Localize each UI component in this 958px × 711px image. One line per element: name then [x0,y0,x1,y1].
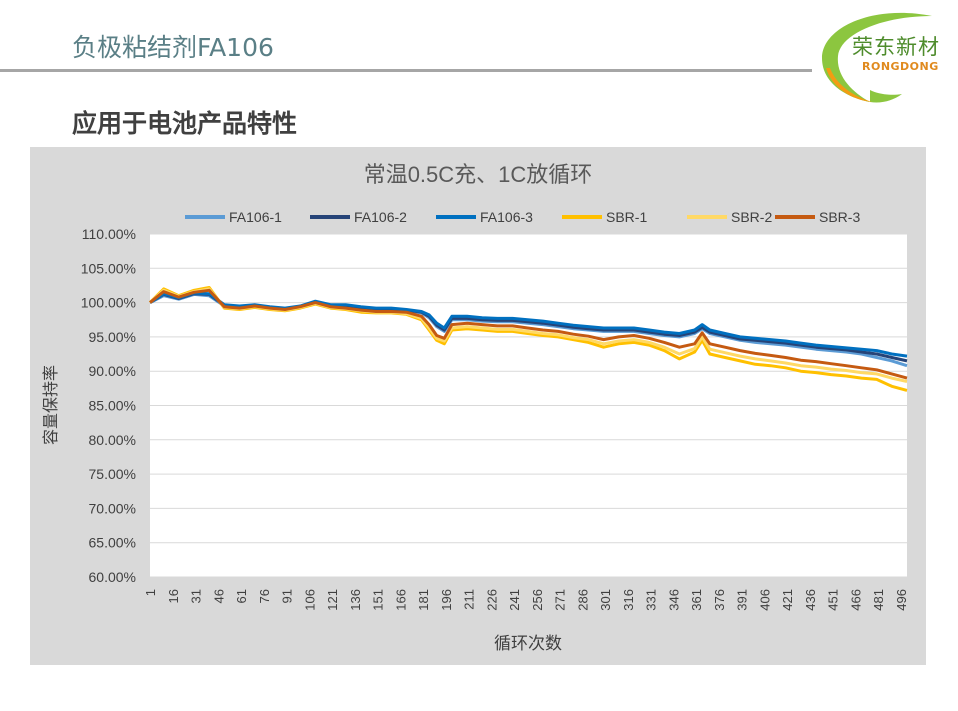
x-tick-label: 136 [348,589,363,611]
y-tick-label: 90.00% [89,363,136,379]
series-lines [148,286,908,392]
x-tick-label: 61 [234,589,249,603]
legend-label: SBR-3 [819,209,860,225]
x-tick-label: 391 [735,589,750,611]
y-tick-label: 85.00% [89,398,136,414]
chart-legend: FA106-1 FA106-2 FA106-3 SBR-1 SBR-2 SBR-3 [185,209,860,225]
legend-item: SBR-2 [687,209,772,225]
x-tick-label: 196 [439,589,454,611]
x-tick-label: 481 [871,589,886,611]
y-tick-label: 105.00% [81,260,136,276]
x-tick-label: 91 [280,589,295,603]
y-axis-label: 容量保持率 [42,365,60,445]
legend-label: SBR-1 [606,209,647,225]
x-tick-label: 286 [575,589,590,611]
legend-item: FA106-2 [310,209,407,225]
x-tick-label: 106 [302,589,317,611]
y-tick-label: 70.00% [89,500,136,516]
x-tick-label: 76 [257,589,272,603]
section-heading: 应用于电池产品特性 [72,109,298,138]
title-divider [0,69,812,72]
x-tick-label: 406 [757,589,772,611]
x-tick-label: 166 [393,589,408,611]
x-tick-label: 316 [621,589,636,611]
x-tick-label: 121 [325,589,340,611]
y-tick-label: 75.00% [89,466,136,482]
x-tick-label: 241 [507,589,522,611]
x-tick-label: 376 [712,589,727,611]
y-tick-label: 95.00% [89,329,136,345]
series-line-sbr-3 [149,288,908,380]
company-logo-icon [822,12,932,103]
x-tick-label: 256 [530,589,545,611]
legend-item: FA106-1 [185,209,282,225]
x-tick-label: 211 [462,589,477,610]
x-tick-label: 331 [644,589,659,611]
logo-subtitle: RONGDONG [862,60,939,73]
x-tick-label: 271 [553,589,568,611]
x-tick-label: 16 [166,589,181,603]
x-tick-label: 226 [484,589,499,611]
y-tick-label: 65.00% [89,535,136,551]
legend-item: SBR-1 [562,209,647,225]
y-tick-label: 60.00% [89,569,136,585]
x-tick-label: 301 [598,589,613,611]
legend-label: SBR-2 [731,209,772,225]
x-tick-label: 1 [143,589,158,596]
x-tick-label: 346 [666,589,681,611]
legend-label: FA106-1 [229,209,282,225]
x-tick-label: 181 [416,589,431,611]
logo-name: 荣东新材 [852,35,940,59]
x-axis-label: 循环次数 [494,634,562,653]
x-tick-label: 436 [803,589,818,611]
x-tick-label: 151 [371,589,386,611]
x-tick-label: 361 [689,589,704,611]
legend-item: FA106-3 [436,209,533,225]
x-axis-ticks: 1 16 31 46 61 76 91 106 121 136 151 166 181 196 211 226… [143,589,909,611]
x-tick-label: 451 [826,589,841,611]
cycle-retention-chart: 常温0.5C充、1C放循环 FA106-1 FA106-2 FA106-3 SBR-1… [42,162,909,653]
chart-title: 常温0.5C充、1C放循环 [364,162,593,187]
x-tick-label: 421 [780,589,795,611]
legend-label: FA106-3 [480,209,533,225]
legend-item: SBR-3 [775,209,860,225]
x-tick-label: 46 [211,589,226,603]
slide-title: 负极粘结剂FA106 [72,33,274,62]
x-tick-label: 496 [894,589,909,611]
legend-label: FA106-2 [354,209,407,225]
y-axis-ticks: 110.00% 105.00% 100.00% 95.00% 90.00% 85.00% 8… [81,226,136,585]
y-tick-label: 80.00% [89,432,136,448]
gridlines [150,233,907,578]
y-tick-label: 110.00% [82,226,136,242]
x-tick-label: 31 [189,589,204,603]
y-tick-label: 100.00% [81,295,136,311]
x-tick-label: 466 [848,589,863,611]
